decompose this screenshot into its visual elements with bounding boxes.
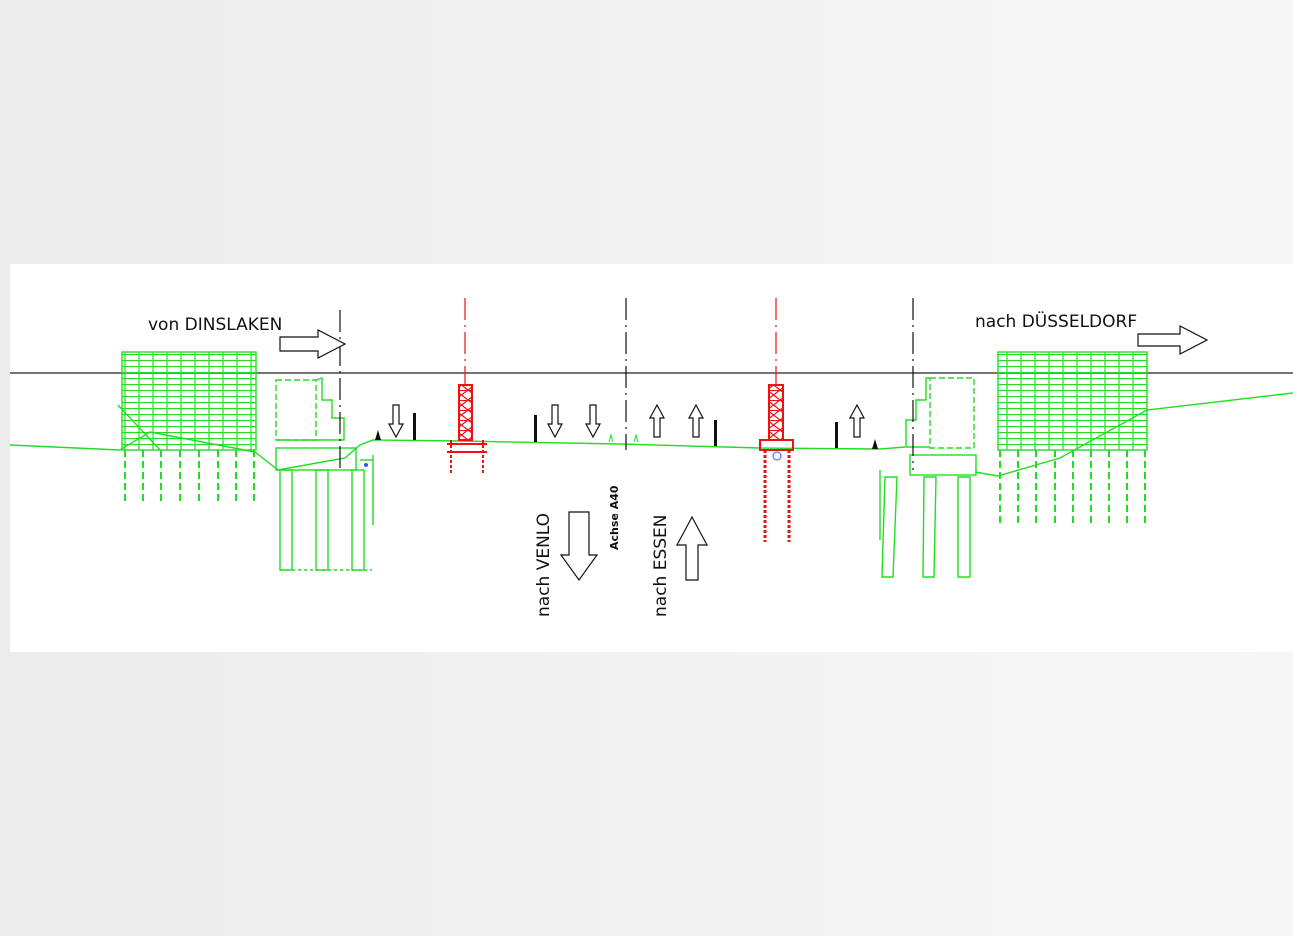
marker <box>364 463 368 467</box>
pier-lattice <box>769 385 783 440</box>
label-direction: nach VENLO <box>534 513 554 617</box>
label-from: von DINSLAKEN <box>148 315 282 335</box>
noise-wall <box>122 352 256 450</box>
page: von DINSLAKEN nach DÜSSELDORF nach VENLO… <box>0 0 1293 936</box>
pier-lattice <box>459 385 472 440</box>
label-axis: Achse A40 <box>608 485 621 550</box>
label-direction: nach ESSEN <box>651 515 671 618</box>
noise-wall <box>998 352 1147 450</box>
drawing: von DINSLAKEN nach DÜSSELDORF nach VENLO… <box>0 0 1293 936</box>
label-to: nach DÜSSELDORF <box>975 310 1137 332</box>
